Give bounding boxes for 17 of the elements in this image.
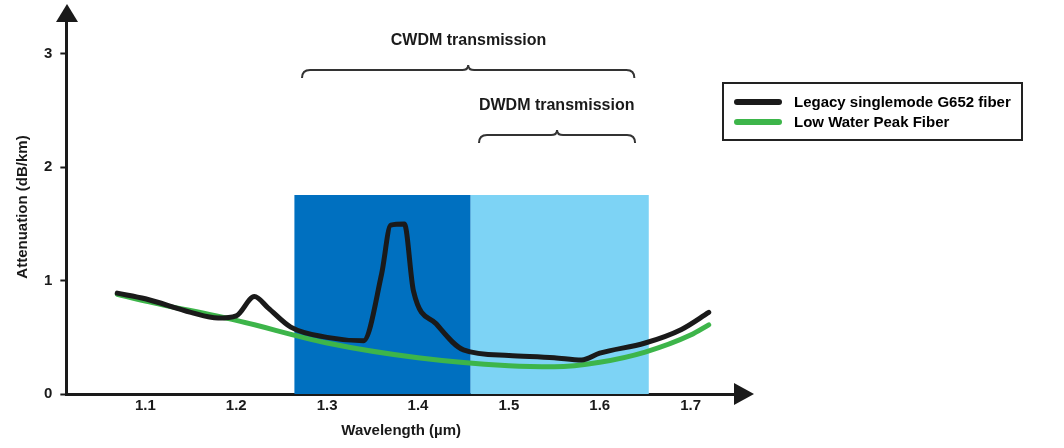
- x-tick-label: 1.1: [134, 396, 156, 414]
- x-tick-label: 1.2: [225, 396, 247, 414]
- x-tick-label: 1.5: [498, 396, 520, 414]
- y-tick-label: 0: [44, 384, 53, 402]
- x-tick-label: 1.7: [680, 396, 701, 414]
- x-axis-title: Wavelength (µm): [341, 421, 462, 439]
- x-tick-label: 1.4: [407, 396, 430, 414]
- y-tick-label: 3: [44, 44, 53, 62]
- y-axis-title: Attenuation (dB/km): [13, 135, 31, 279]
- x-tick-label: 1.3: [316, 396, 338, 414]
- legend-label: Low Water Peak Fiber: [794, 113, 950, 130]
- annotation: CWDM transmission: [390, 31, 547, 49]
- legend-label: Legacy singlemode G652 fiber: [794, 93, 1011, 110]
- y-tick-label: 1: [44, 270, 53, 288]
- annotation: DWDM transmission: [478, 96, 635, 114]
- y-tick-label: 2: [44, 157, 53, 175]
- x-tick-label: 1.6: [589, 396, 611, 414]
